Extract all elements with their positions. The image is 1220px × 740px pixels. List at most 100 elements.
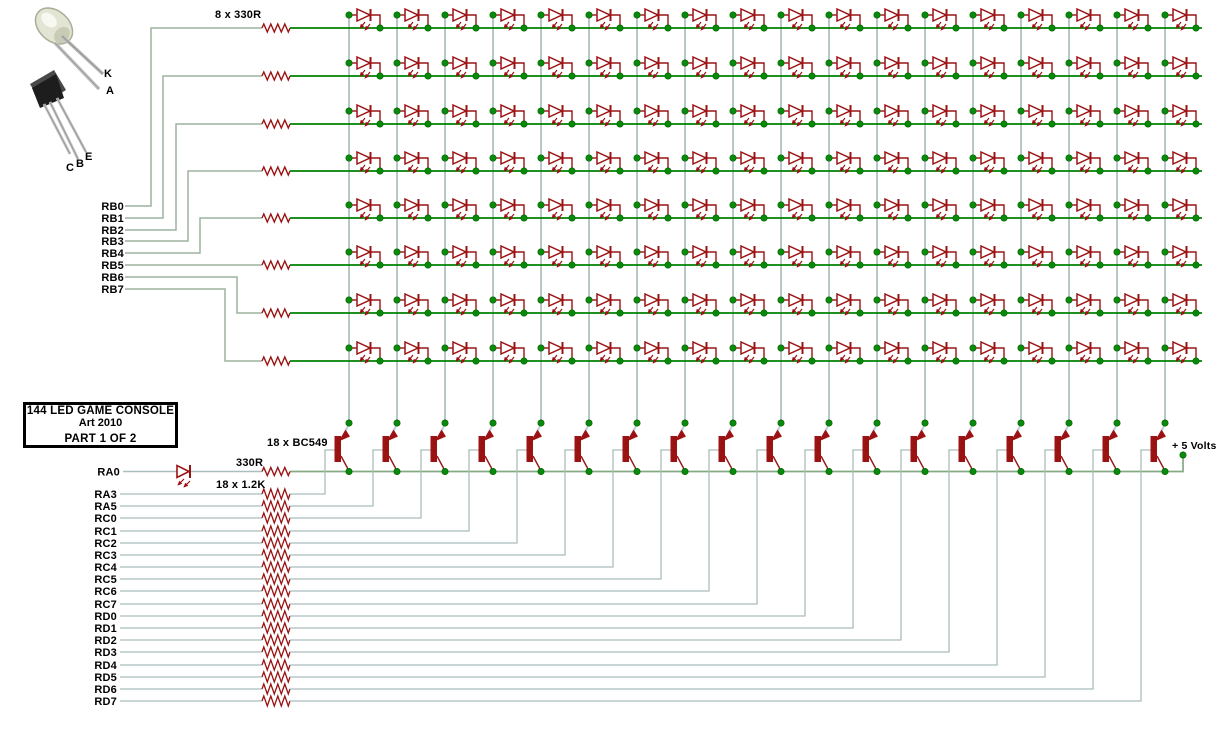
transistor-17-collector-arrow — [1106, 429, 1118, 442]
led-r5c6-cathode-wire — [611, 204, 621, 218]
led-r5c2-diode-triangle — [404, 197, 420, 213]
led-r4c12-emit-arrow-2-head — [892, 168, 898, 174]
led-r4c12-emit-arrow-1-head — [887, 166, 893, 172]
transistor-15-base-bar — [1006, 436, 1013, 462]
title-line-3: PART 1 OF 2 — [64, 433, 137, 445]
led-r6c6-emit-arrow-1-head — [599, 260, 605, 266]
row-port-label-RB7: RB7 — [101, 284, 124, 296]
led-r6c12-diode-triangle — [884, 244, 900, 260]
led-r3c5-emit-arrow-1-head — [551, 119, 557, 125]
transistor-12-base-bar — [862, 436, 869, 462]
led-r1c1-emit-arrow-1-head — [359, 23, 365, 29]
led-r2c2-diode-triangle — [404, 55, 420, 71]
base-resistor-RC3 — [261, 548, 291, 562]
led-r7c10-emit-arrow-1-head — [791, 308, 797, 314]
led-r3c5-cathode-junction — [568, 120, 576, 128]
led-r8c7-emit-arrow-2-head — [652, 358, 658, 364]
led-r2c12-anode-junction — [873, 59, 881, 67]
transistor-2-collector-arrow — [386, 429, 398, 442]
led-r7c17-emit-arrow-2-head — [1132, 310, 1138, 316]
led-r1c18-anode-junction — [1161, 11, 1169, 19]
led-r2c2-cathode-wire — [419, 62, 429, 76]
led-r1c14-cathode-wire — [995, 14, 1005, 28]
led-r6c3-cathode-junction — [472, 261, 480, 269]
led-r7c11-anode-junction — [825, 296, 833, 304]
led-r5c7-emit-arrow-2-head — [652, 215, 658, 221]
led-r4c5-diode-triangle — [548, 150, 564, 166]
led-r4c16-anode-junction — [1065, 154, 1073, 162]
led-r2c1-emit-arrow-2-head — [364, 73, 370, 79]
led-r4c15-diode-triangle — [1028, 150, 1044, 166]
led-r5c5-cathode-wire — [563, 204, 573, 218]
led-r4c14-anode-junction — [969, 154, 977, 162]
led-r5c6-emit-arrow-2-head — [604, 215, 610, 221]
transistor-17-emitter-junction — [1113, 467, 1121, 475]
led-r5c2-anode-junction — [393, 201, 401, 209]
led-r8c14-diode-triangle — [980, 340, 996, 356]
led-r2c2-cathode-junction — [424, 72, 432, 80]
led-r6c4-cathode-wire — [515, 251, 525, 265]
led-r5c17-emit-arrow-1-head — [1127, 213, 1133, 219]
led-r4c9-diode-triangle — [740, 150, 756, 166]
led-r6c4-diode-triangle — [500, 244, 516, 260]
led-r4c13-emit-arrow-2-head — [940, 168, 946, 174]
transistor-11-emitter-junction — [825, 467, 833, 475]
led-r2c18-cathode-wire — [1187, 62, 1197, 76]
led-r5c5-cathode-junction — [568, 214, 576, 222]
led-r5c2-cathode-junction — [424, 214, 432, 222]
led-r3c3-emit-arrow-1-head — [455, 119, 461, 125]
led-r8c17-cathode-wire — [1139, 347, 1149, 361]
led-r1c8-emit-arrow-1-head — [695, 23, 701, 29]
row-port-label-RB1: RB1 — [101, 213, 124, 225]
led-r7c17-anode-junction — [1113, 296, 1121, 304]
led-r3c9-emit-arrow-2-head — [748, 121, 754, 127]
led-r8c11-emit-arrow-2-head — [844, 358, 850, 364]
column-port-label-RC4: RC4 — [94, 562, 117, 574]
led-r7c2-cathode-junction — [424, 309, 432, 317]
anode-port-label-RA0: RA0 — [97, 467, 120, 479]
led-r5c18-diode-triangle — [1172, 197, 1188, 213]
led-r4c12-diode-triangle — [884, 150, 900, 166]
row-resistor-RB1 — [261, 70, 291, 82]
led-r4c2-emit-arrow-1-head — [407, 166, 413, 172]
led-r5c15-cathode-junction — [1048, 214, 1056, 222]
led-r5c10-cathode-wire — [803, 204, 813, 218]
led-r7c11-cathode-wire — [851, 299, 861, 313]
transistor-15-collector-arrow — [1010, 429, 1022, 442]
led-r1c9-cathode-junction — [760, 24, 768, 32]
led-r2c8-diode-triangle — [692, 55, 708, 71]
led-r8c18-cathode-wire — [1187, 347, 1197, 361]
led-r8c1-cathode-junction — [376, 357, 384, 365]
led-r1c17-anode-junction — [1113, 11, 1121, 19]
led-r1c6-emit-arrow-2-head — [604, 25, 610, 31]
transistor-17-collector-junction — [1113, 419, 1121, 427]
led-r6c7-emit-arrow-2-head — [652, 262, 658, 268]
led-r3c4-cathode-junction — [520, 120, 528, 128]
led-r1c18-cathode-wire — [1187, 14, 1197, 28]
led-r5c12-anode-junction — [873, 201, 881, 209]
led-r5c14-cathode-wire — [995, 204, 1005, 218]
led-r5c15-cathode-wire — [1043, 204, 1053, 218]
transistor-1-collector-junction — [345, 419, 353, 427]
led-r3c15-anode-junction — [1017, 107, 1025, 115]
led-r6c8-diode-triangle — [692, 244, 708, 260]
row-resistor-RB2 — [261, 118, 291, 130]
led-r8c4-cathode-wire — [515, 347, 525, 361]
led-r6c12-emit-arrow-2-head — [892, 262, 898, 268]
led-r3c1-cathode-junction — [376, 120, 384, 128]
base-resistor-RD2 — [261, 633, 291, 647]
transistor-8-collector-arrow — [674, 429, 686, 442]
led-r1c1-emit-arrow-2-head — [364, 25, 370, 31]
transistor-13-base-bar — [910, 436, 917, 462]
column-port-label-RC1: RC1 — [94, 526, 117, 538]
led-r7c16-anode-junction — [1065, 296, 1073, 304]
led-r2c1-emit-arrow-1-head — [359, 71, 365, 77]
led-r7c16-cathode-junction — [1096, 309, 1104, 317]
led-r3c17-emit-arrow-1-head — [1127, 119, 1133, 125]
led-r8c2-cathode-wire — [419, 347, 429, 361]
led-r7c8-diode-triangle — [692, 292, 708, 308]
led-r7c2-anode-junction — [393, 296, 401, 304]
base-wire-RD7 — [290, 449, 1151, 702]
base-resistor-RD6 — [261, 682, 291, 696]
led-r8c5-anode-junction — [537, 344, 545, 352]
